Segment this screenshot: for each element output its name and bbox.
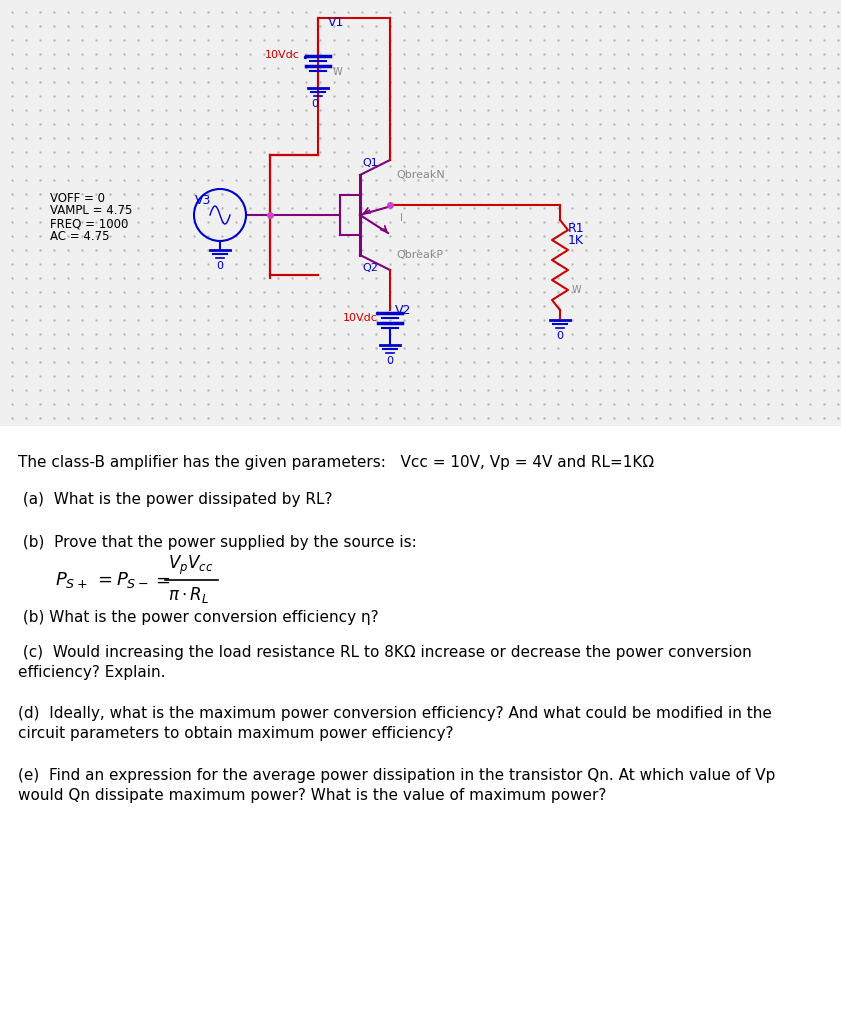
Text: (c)  Would increasing the load resistance RL to 8KΩ increase or decrease the pow: (c) Would increasing the load resistance… (18, 645, 752, 680)
Text: 0: 0 (387, 356, 394, 366)
Text: QbreakP: QbreakP (396, 250, 443, 260)
Text: 10Vdc: 10Vdc (265, 50, 300, 60)
Text: 0: 0 (311, 99, 319, 109)
Text: (b) What is the power conversion efficiency η?: (b) What is the power conversion efficie… (18, 610, 378, 625)
Text: W: W (333, 67, 342, 77)
Text: R1: R1 (568, 221, 584, 234)
Text: Q1: Q1 (362, 158, 378, 168)
Text: (e)  Find an expression for the average power dissipation in the transistor Qn. : (e) Find an expression for the average p… (18, 768, 775, 803)
Text: $= P_{S-}$: $= P_{S-}$ (94, 570, 149, 590)
Text: The class-B amplifier has the given parameters:   Vcc = 10V, Vp = 4V and RL=1KΩ: The class-B amplifier has the given para… (18, 455, 654, 470)
Text: $V_p V_{cc}$: $V_p V_{cc}$ (168, 553, 214, 577)
Text: (a)  What is the power dissipated by RL?: (a) What is the power dissipated by RL? (18, 492, 332, 507)
Text: 1K: 1K (568, 233, 584, 247)
Text: $=$: $=$ (152, 571, 171, 589)
Text: VAMPL = 4.75: VAMPL = 4.75 (50, 205, 132, 217)
Text: V3: V3 (195, 194, 211, 207)
Text: AC = 4.75: AC = 4.75 (50, 230, 109, 244)
Text: V1: V1 (328, 15, 344, 29)
Text: FREQ = 1000: FREQ = 1000 (50, 217, 129, 230)
Text: (d)  Ideally, what is the maximum power conversion efficiency? And what could be: (d) Ideally, what is the maximum power c… (18, 706, 772, 740)
Text: 10Vdc: 10Vdc (343, 313, 378, 323)
Text: $\pi \cdot R_L$: $\pi \cdot R_L$ (168, 585, 209, 605)
Text: I: I (400, 213, 403, 223)
Text: V2: V2 (395, 303, 411, 316)
Text: Q2: Q2 (362, 263, 378, 273)
Text: $P_{S+}$: $P_{S+}$ (55, 570, 87, 590)
Text: QbreakN: QbreakN (396, 170, 445, 180)
Text: 0: 0 (557, 331, 563, 341)
Text: (b)  Prove that the power supplied by the source is:: (b) Prove that the power supplied by the… (18, 535, 417, 550)
Text: 0: 0 (216, 261, 224, 271)
Text: VOFF = 0: VOFF = 0 (50, 191, 105, 205)
Text: W: W (572, 285, 582, 295)
